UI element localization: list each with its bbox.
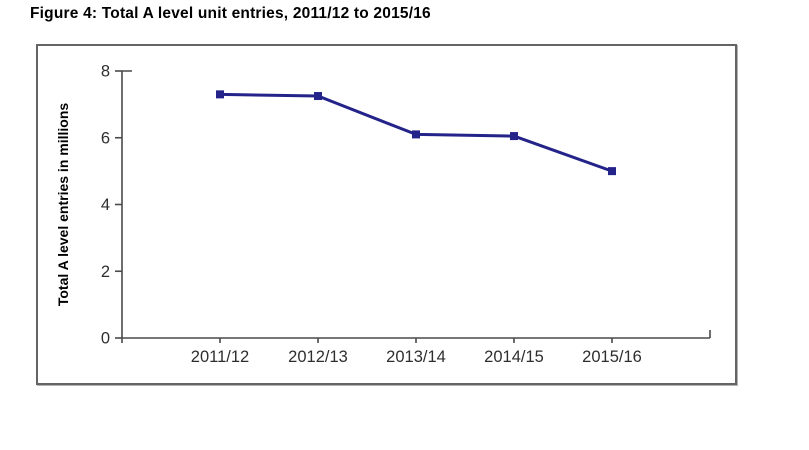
data-point-marker — [412, 130, 420, 139]
data-point-marker — [314, 92, 322, 101]
y-tick-label: 2 — [101, 263, 110, 281]
data-point-marker — [216, 90, 224, 99]
y-axis-title: Total A level entries in millions — [55, 103, 71, 307]
x-tick-label: 2015/16 — [582, 348, 642, 366]
x-tick-label: 2012/13 — [288, 348, 348, 366]
y-tick-label: 0 — [101, 330, 110, 348]
y-tick-label: 4 — [101, 196, 110, 214]
line-chart: 0 2 4 6 8 2011/12 2012/13 2013/14 2014/15 2015/16… — [55, 63, 711, 366]
data-point-marker — [510, 132, 518, 141]
y-axis-line — [121, 70, 132, 343]
figure-title: Figure 4: Total A level unit entries, 20… — [30, 5, 431, 22]
data-point-marker — [608, 167, 616, 176]
chart-frame: 0 2 4 6 8 2011/12 2012/13 2013/14 2014/15 2015/16… — [36, 44, 737, 385]
x-axis-line — [122, 330, 711, 339]
x-tick-label: 2014/15 — [484, 348, 544, 366]
x-tick-label: 2011/12 — [191, 348, 249, 366]
y-tick-label: 8 — [101, 63, 110, 81]
x-tick-label: 2013/14 — [386, 348, 446, 366]
y-tick-label: 6 — [101, 129, 110, 147]
